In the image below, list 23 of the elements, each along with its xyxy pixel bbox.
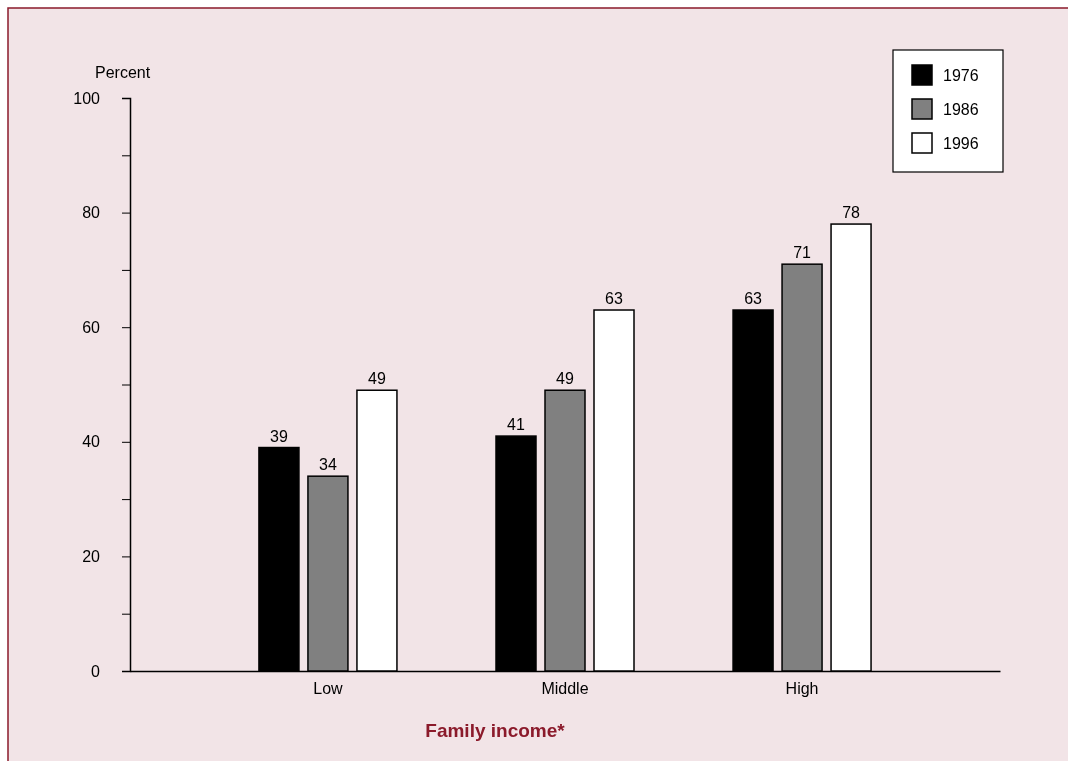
x-axis-title: Family income* xyxy=(425,720,566,741)
y-tick-label: 100 xyxy=(73,89,101,107)
data-label: 49 xyxy=(368,370,386,388)
y-tick-label: 60 xyxy=(82,318,101,336)
x-tick-label: High xyxy=(785,680,819,698)
data-label: 78 xyxy=(842,204,861,222)
data-label: 71 xyxy=(793,244,812,262)
legend-label: 1976 xyxy=(943,67,979,84)
data-label: 41 xyxy=(507,416,525,434)
legend-label: 1996 xyxy=(943,135,979,152)
y-tick-label: 20 xyxy=(82,548,101,566)
data-label: 39 xyxy=(270,427,288,445)
y-tick-label: 80 xyxy=(82,204,101,222)
data-label: 34 xyxy=(319,456,337,474)
x-tick-label: Middle xyxy=(541,680,589,698)
data-label: 49 xyxy=(556,370,574,388)
y-tick-label: 0 xyxy=(91,662,101,680)
x-tick-label: Low xyxy=(313,680,344,698)
data-label: 63 xyxy=(605,290,623,308)
y-tick-label: 40 xyxy=(82,433,101,451)
legend-label: 1986 xyxy=(943,101,979,118)
data-label: 63 xyxy=(744,290,763,308)
y-axis-title: Percent xyxy=(95,64,151,81)
